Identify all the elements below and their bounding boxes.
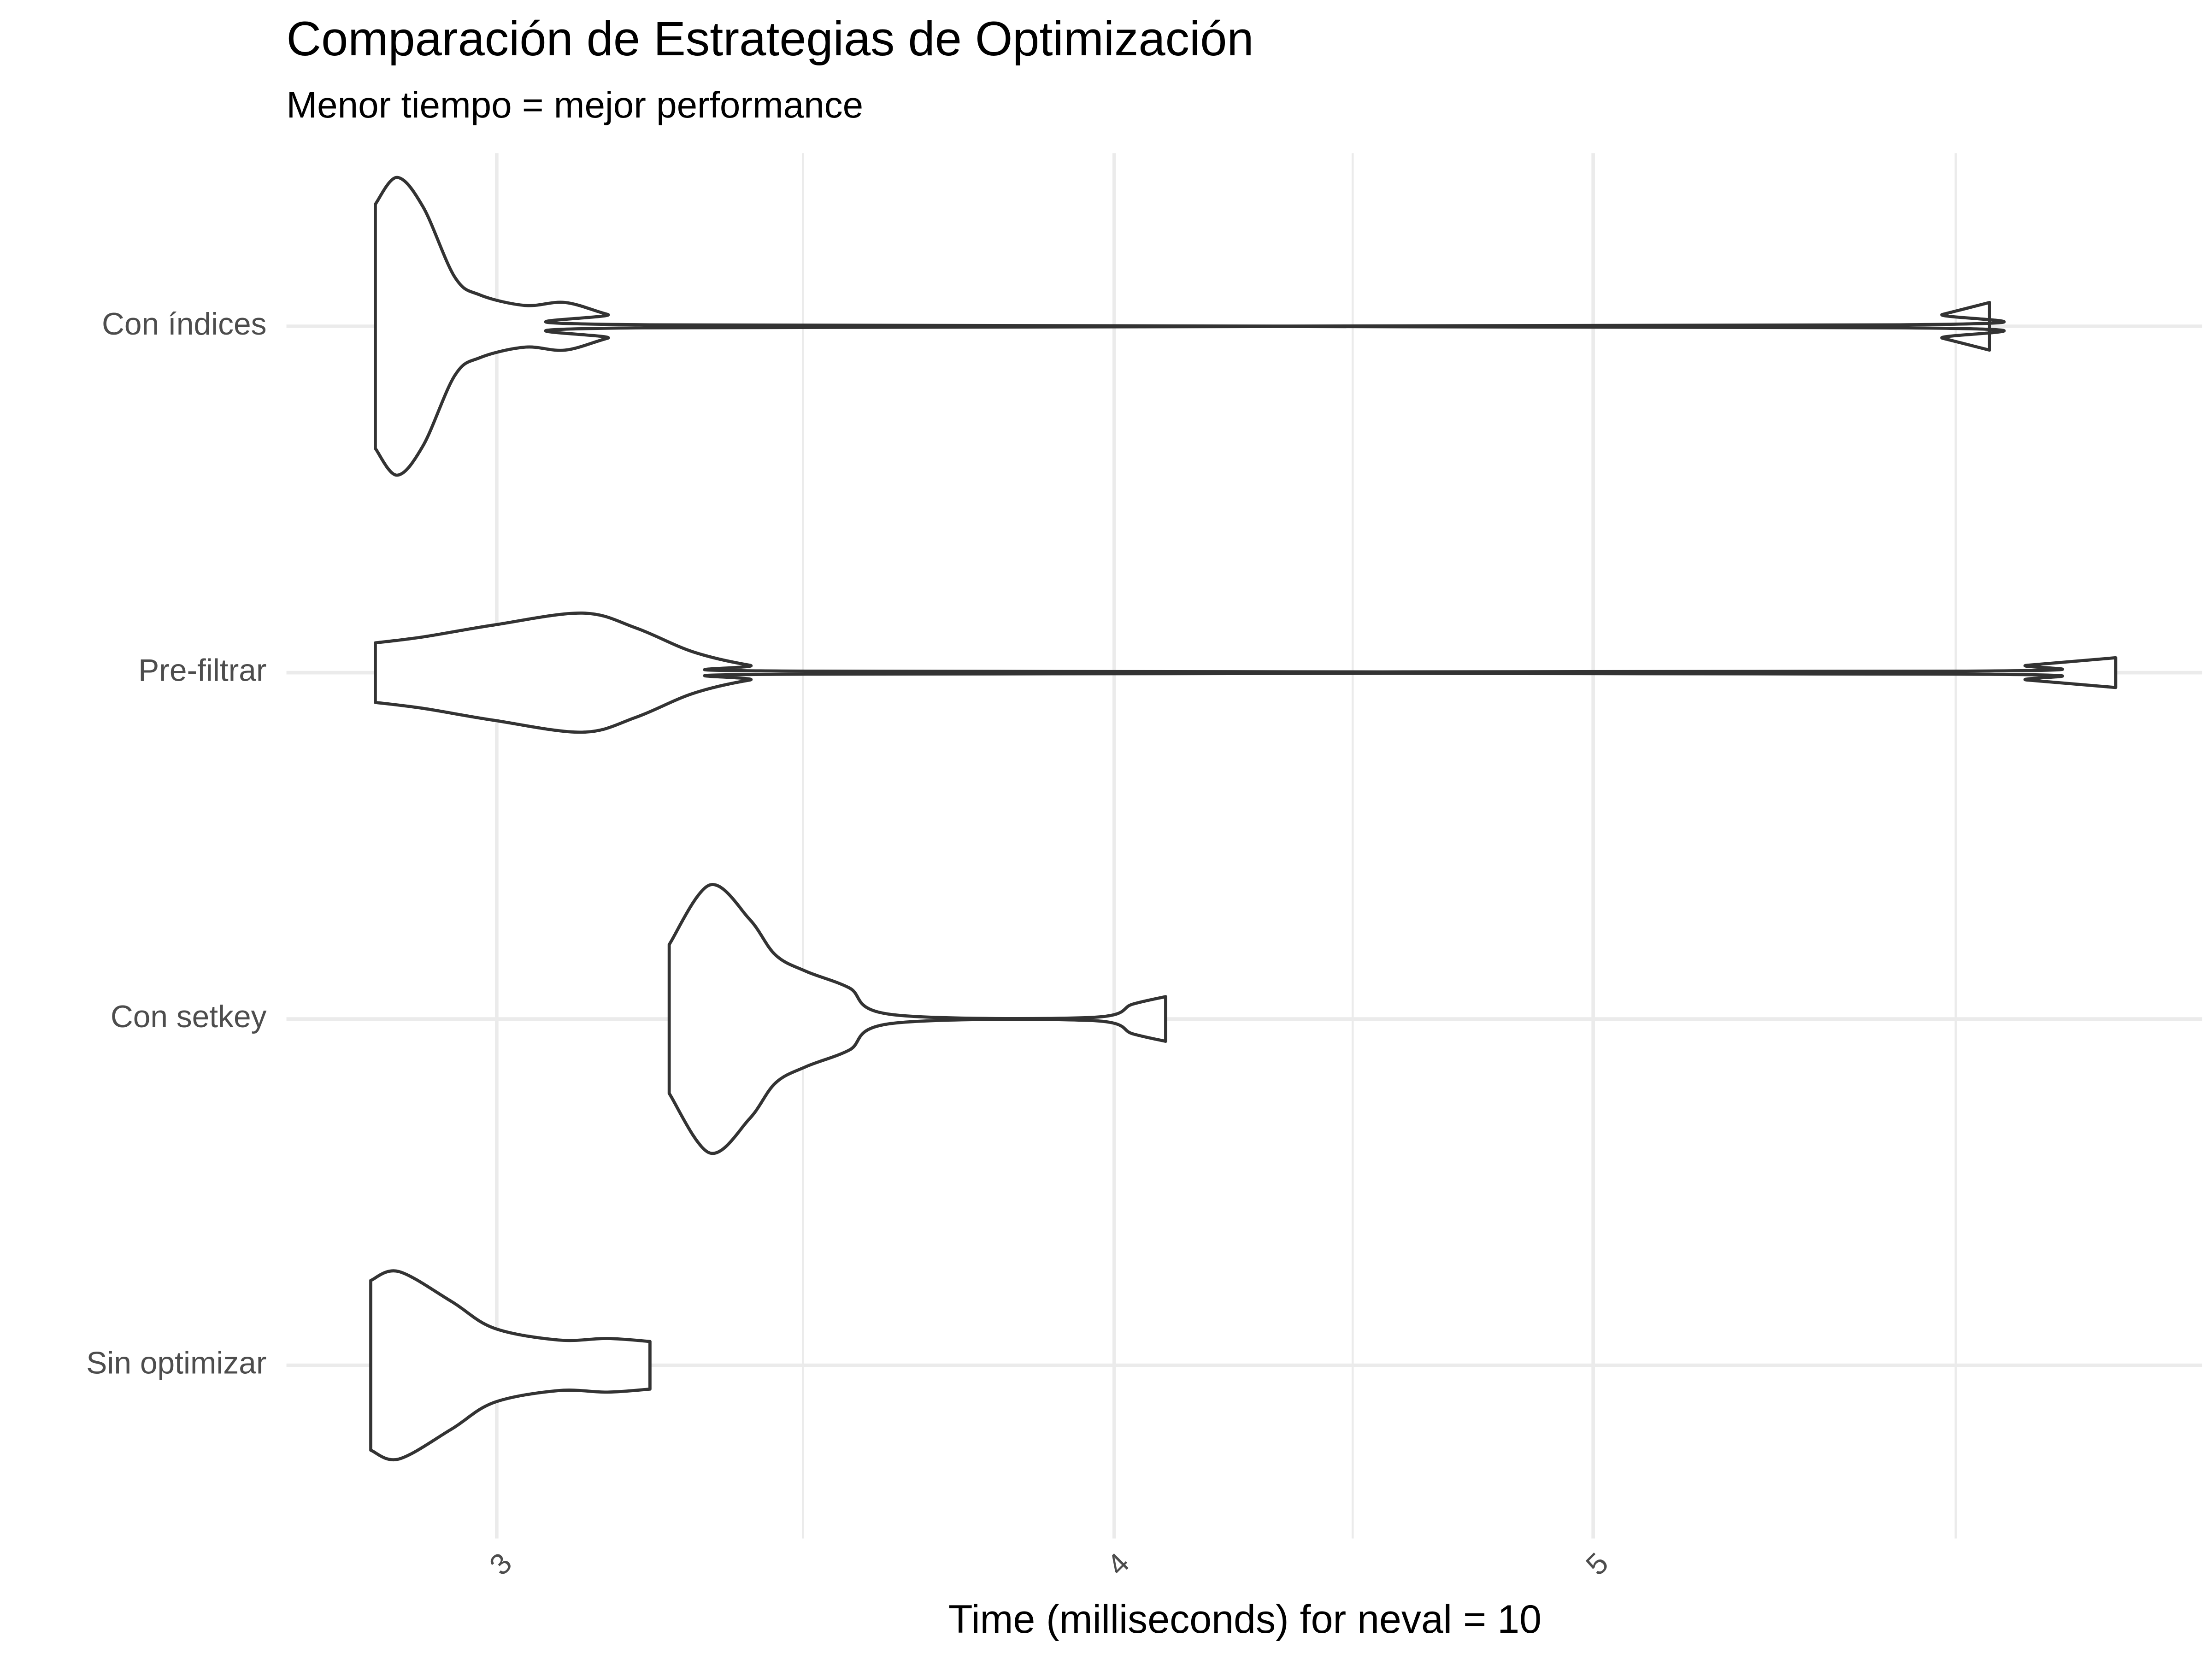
- chart-subtitle: Menor tiempo = mejor performance: [287, 84, 864, 125]
- y-tick-label: Pre-filtrar: [138, 653, 266, 688]
- violin: [374, 176, 2006, 477]
- y-tick-label: Sin optimizar: [86, 1346, 266, 1381]
- chart-title: Comparación de Estrategias de Optimizaci…: [287, 12, 1254, 66]
- y-tick-label: Con setkey: [111, 1000, 267, 1034]
- violin: [374, 611, 2118, 734]
- x-axis-title: Time (milliseconds) for neval = 10: [948, 1597, 1541, 1641]
- violin: [667, 883, 1167, 1155]
- y-tick-label: Con índices: [102, 307, 266, 341]
- violin: [369, 1269, 652, 1462]
- marks: [369, 176, 2118, 1462]
